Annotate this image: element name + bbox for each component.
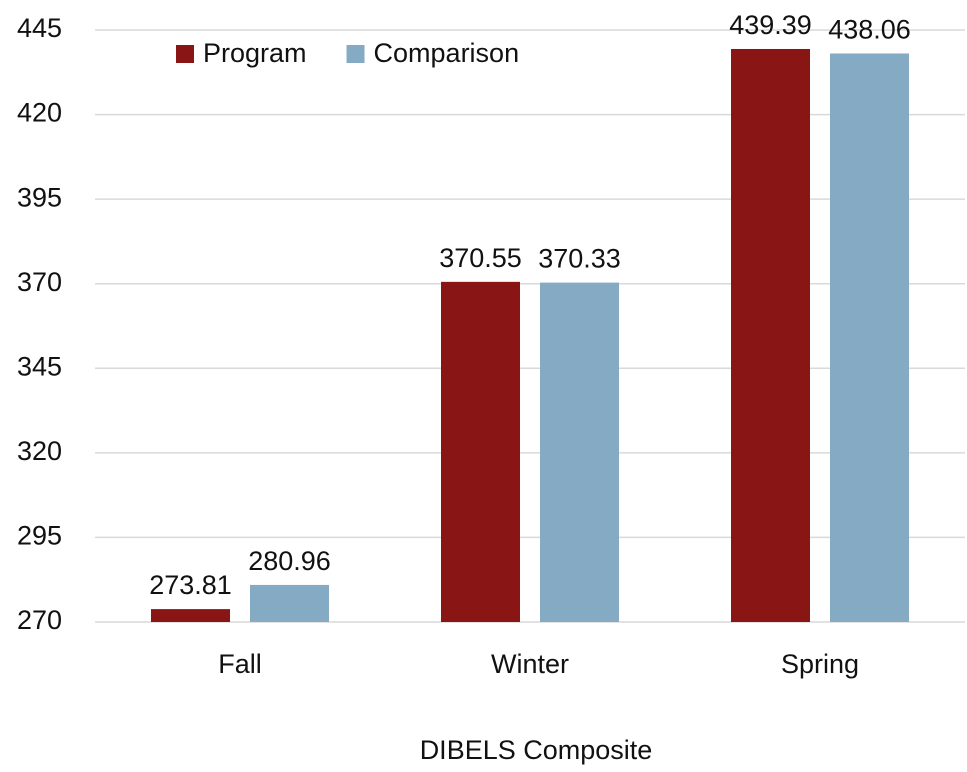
x-tick-label: Winter [491, 649, 569, 679]
data-label: 438.06 [828, 15, 911, 45]
legend-swatch [176, 45, 194, 63]
y-tick-label: 420 [17, 98, 62, 128]
bar [731, 48, 810, 622]
legend-swatch [346, 45, 365, 63]
data-label: 370.55 [439, 243, 522, 273]
y-tick-label: 270 [17, 605, 62, 635]
legend-label: Program [203, 38, 307, 68]
y-tick-label: 370 [17, 267, 62, 297]
y-tick-label: 295 [17, 521, 62, 551]
x-tick-label: Spring [781, 649, 859, 679]
bar [151, 609, 230, 622]
data-label: 280.96 [248, 546, 331, 576]
x-tick-label: Fall [218, 649, 262, 679]
data-label: 273.81 [149, 570, 232, 600]
y-tick-label: 445 [17, 13, 62, 43]
bar [441, 281, 520, 622]
legend-label: Comparison [374, 38, 520, 68]
x-axis-label: DIBELS Composite [420, 735, 653, 765]
y-tick-label: 320 [17, 436, 62, 466]
data-label: 370.33 [538, 244, 621, 274]
y-tick-label: 345 [17, 351, 62, 381]
bar [830, 53, 909, 622]
data-label: 439.39 [729, 10, 812, 40]
bar [540, 282, 619, 622]
y-tick-label: 395 [17, 182, 62, 212]
bar [250, 584, 329, 622]
